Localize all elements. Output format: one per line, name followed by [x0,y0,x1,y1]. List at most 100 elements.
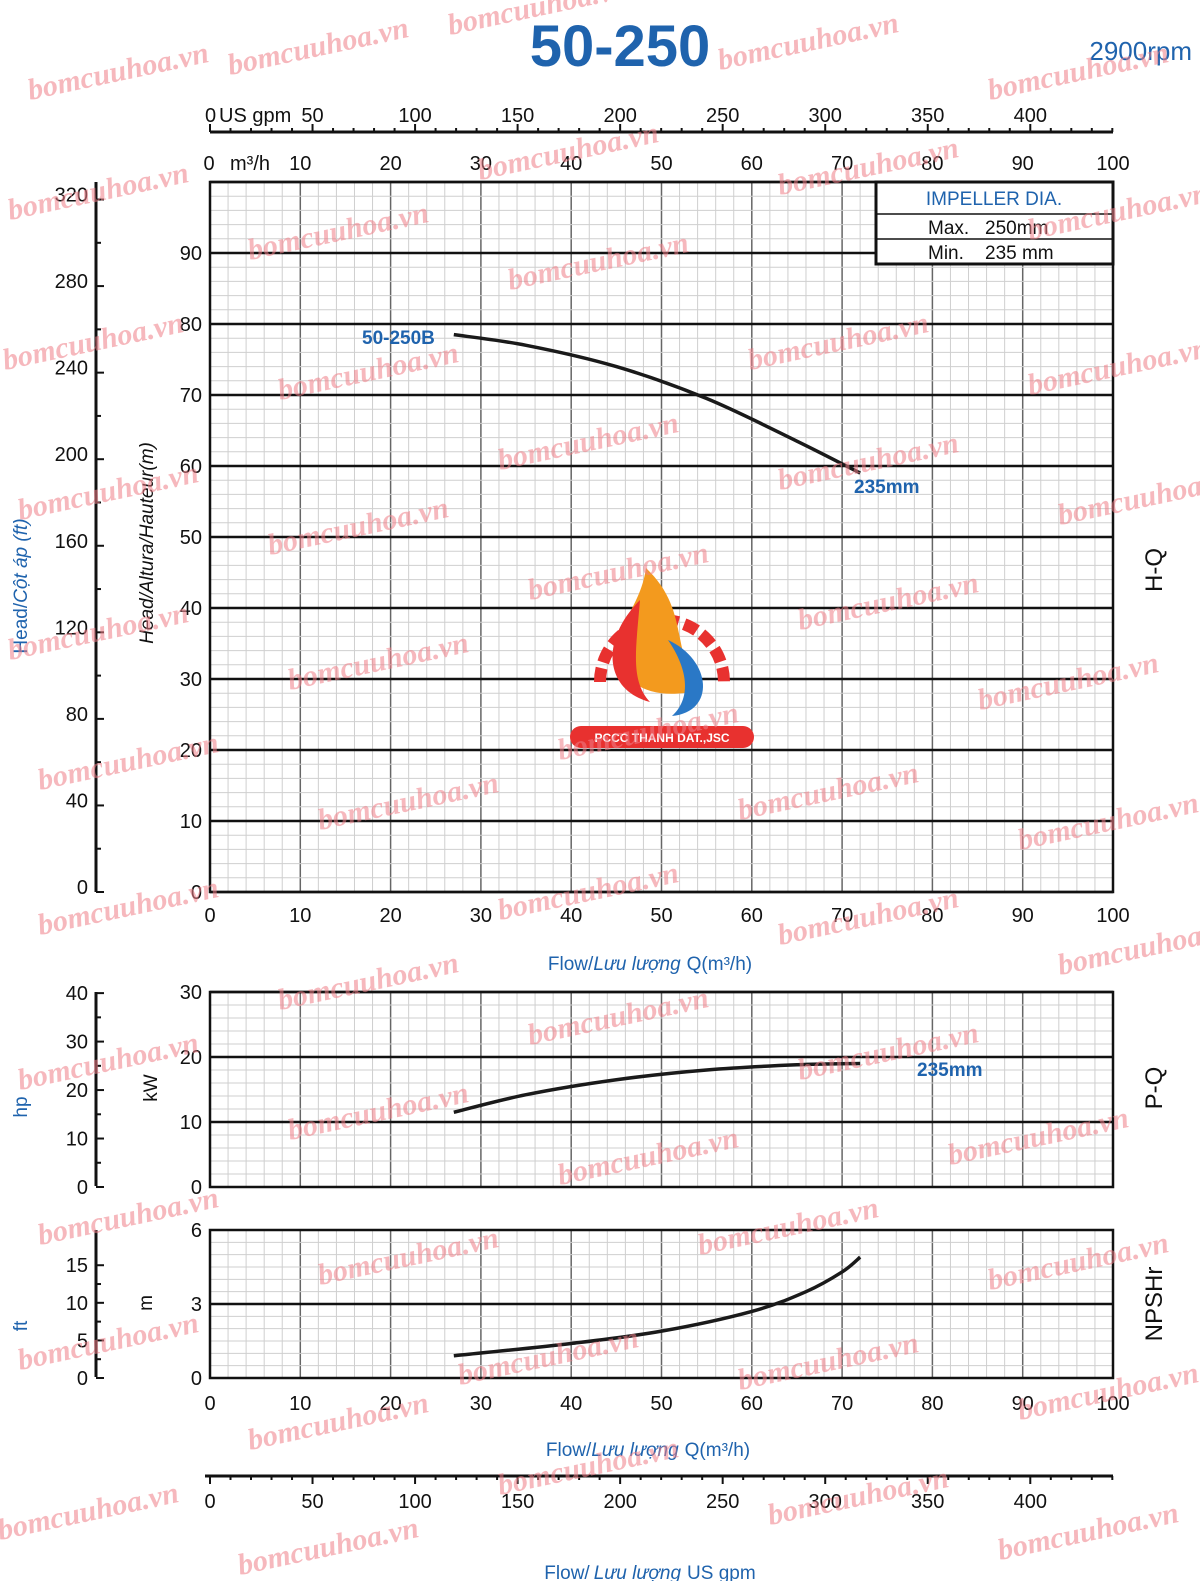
bottom-gpm-tick: 250 [706,1491,739,1513]
watermark-text: bomcuuhoa.vn [555,696,742,767]
pq-panel-label: P-Q [1141,1067,1168,1110]
top-gpm-tick: 100 [398,105,431,127]
watermark-text: bomcuuhoa.vn [715,6,902,77]
company-logo: PCCC THANH DAT.,JSC [570,568,754,748]
kw-tick: 30 [180,982,202,1004]
hq-x-tick: 50 [650,905,672,927]
logo-text: PCCC THANH DAT.,JSC [594,731,729,745]
kw-tick: 20 [180,1047,202,1069]
watermark-text: bomcuuhoa.vn [35,726,222,797]
npsh-x-tick: 60 [741,1393,763,1415]
pq-curve [453,1061,861,1114]
head-m-tick: 90 [180,243,202,265]
top-m3h-tick: 70 [831,153,853,175]
top-m3h-tick: 20 [379,153,401,175]
top-gpm-tick: 150 [501,105,534,127]
hq-flow-label: Flow/Lưu lượng Q(m³/h) [548,954,752,975]
npsh-x-tick: 70 [831,1393,853,1415]
head-ft-tick: 80 [66,704,88,726]
watermark-text: bomcuuhoa.vn [0,1476,182,1547]
npsh-flow-label: Flow/Lưu lượng Q(m³/h) [546,1440,750,1461]
watermark-text: bomcuuhoa.vn [285,1076,472,1147]
impeller-max-value: 250mm [985,218,1048,239]
hq-panel-label: H-Q [1141,548,1168,592]
model-title: 50-250 [530,14,711,79]
npsh-frame [208,1228,1115,1380]
watermark-text: bomcuuhoa.vn [975,646,1162,717]
bottom-flow-label: Flow/Lưu lượng US gpm [544,1563,755,1581]
npsh-panel-label: NPSHr [1141,1267,1168,1342]
hp-tick: 10 [66,1129,88,1151]
pq-left-ticks: 0 10 20 30 0 10 20 30 40 [66,982,202,1199]
npsh-x-tick: 40 [560,1393,582,1415]
watermark-text: bomcuuhoa.vn [315,1221,502,1292]
hq-curve-dia: 235mm [854,477,920,498]
head-m-tick: 70 [180,385,202,407]
watermark-text: bomcuuhoa.vn [0,306,187,377]
head-m-tick: 40 [180,598,202,620]
logo-banner [570,726,754,748]
hp-tick: 40 [66,983,88,1005]
npsh-curve [453,1255,862,1358]
npsh-m-tick: 3 [191,1294,202,1316]
head-m-tick: 50 [180,527,202,549]
watermark-text: bomcuuhoa.vn [15,1026,202,1097]
watermark-text: bomcuuhoa.vn [35,871,222,942]
impeller-title: IMPELLER DIA. [926,189,1062,210]
npsh-x-tick: 80 [921,1393,943,1415]
top-m3h-unit: m³/h [230,153,270,175]
impeller-frame [874,180,1115,266]
bottom-gpm-ticks: 0 50 100 150 200 250 300 350 400 [204,1476,1114,1513]
speed-label: 2900rpm [1089,36,1192,66]
kw-label: kW [141,1074,162,1102]
npsh-ft-label: ft [11,1320,32,1331]
bottom-gpm-tick: 200 [603,1491,636,1513]
hq-x-tick: 60 [741,905,763,927]
bottom-gpm-tick: 50 [301,1491,323,1513]
watermark-text: bomcuuhoa.vn [765,1461,952,1532]
head-ft-label: Head/Cột áp (ft) [11,518,32,653]
hq-x-tick: 90 [1012,905,1034,927]
bottom-gpm-tick: 350 [911,1491,944,1513]
watermark-text: bomcuuhoa.vn [985,36,1172,107]
top-gpm-tick: 250 [706,105,739,127]
npsh-m-tick: 6 [191,1220,202,1242]
watermark-text: bomcuuhoa.vn [735,1326,922,1397]
hq-x-tick: 30 [470,905,492,927]
pq-curve-dia: 235mm [917,1060,983,1081]
top-m3h-ticks: 0 10 20 30 40 50 60 70 80 90 100 [203,153,1129,175]
hq-curve [453,332,861,475]
hq-left-ticks: 0 10 20 30 40 50 60 70 80 90 0 40 80 120 160 200 240 280 3… [55,185,202,904]
hq-frame [208,180,1115,894]
impeller-min-label: Min. [928,243,964,264]
hp-label: hp [11,1096,32,1117]
head-m-tick: 80 [180,314,202,336]
head-ft-tick: 280 [55,271,88,293]
watermark-text: bomcuuhoa.vn [505,226,692,297]
watermark-text: bomcuuhoa.vn [225,11,412,82]
impeller-max-label: Max. [928,218,969,239]
npsh-x-tick: 30 [470,1393,492,1415]
top-gpm-tick: 50 [301,105,323,127]
top-m3h-tick: 80 [921,153,943,175]
watermark-text: bomcuuhoa.vn [235,1511,422,1581]
top-gpm-unit: US gpm [219,105,291,127]
npsh-x-ticks: 0 10 20 30 40 50 60 70 80 90 100 [204,1393,1129,1415]
top-gpm-tick: 300 [809,105,842,127]
top-m3h-tick: 60 [741,153,763,175]
watermark-text: bomcuuhoa.vn [15,1306,202,1377]
gear-icon [594,614,730,683]
hq-x-tick: 70 [831,905,853,927]
kw-tick: 0 [191,1177,202,1199]
watermark-text: bomcuuhoa.vn [735,756,922,827]
npsh-x-tick: 10 [289,1393,311,1415]
top-gpm-tick: 400 [1014,105,1047,127]
top-m3h-tick: 0 [203,153,214,175]
impeller-box: IMPELLER DIA. Max. 250mm Min. 235 mm [874,180,1115,266]
top-gpm-tick: 350 [911,105,944,127]
watermark-text: bomcuuhoa.vn [1015,786,1200,857]
top-m3h-tick: 90 [1012,153,1034,175]
head-m-tick: 30 [180,669,202,691]
pq-frame [208,990,1115,1189]
